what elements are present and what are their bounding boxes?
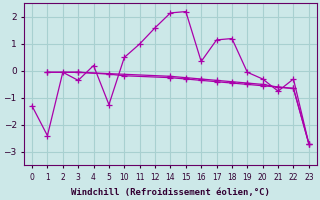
X-axis label: Windchill (Refroidissement éolien,°C): Windchill (Refroidissement éolien,°C)	[71, 188, 270, 197]
